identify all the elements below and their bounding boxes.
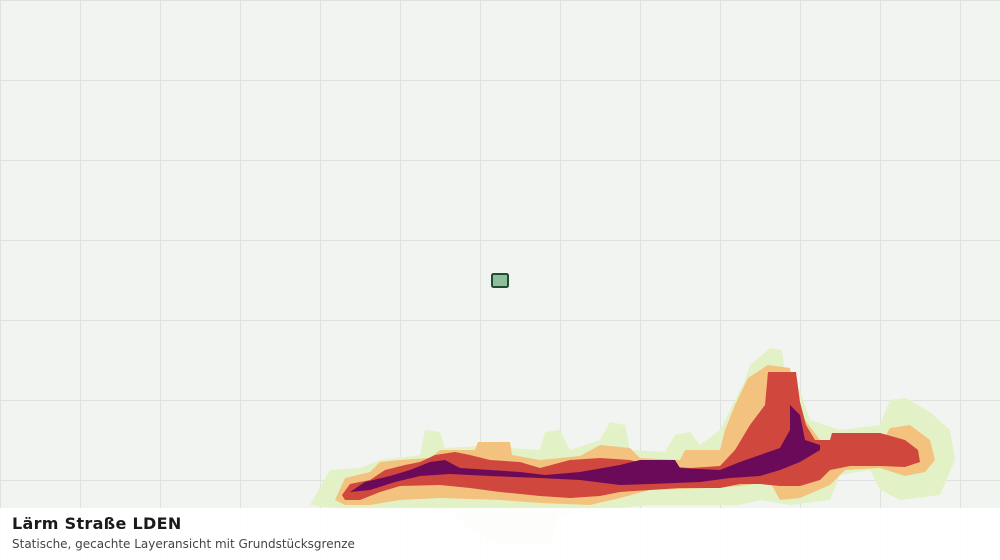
layer-subtitle: Statische, gecachte Layeransicht mit Gru… bbox=[12, 537, 355, 551]
info-panel: Lärm Straße LDEN Statische, gecachte Lay… bbox=[0, 508, 1000, 560]
layer-title: Lärm Straße LDEN bbox=[12, 514, 182, 533]
noise-purple bbox=[350, 405, 820, 492]
parcel-boundary bbox=[491, 273, 509, 288]
